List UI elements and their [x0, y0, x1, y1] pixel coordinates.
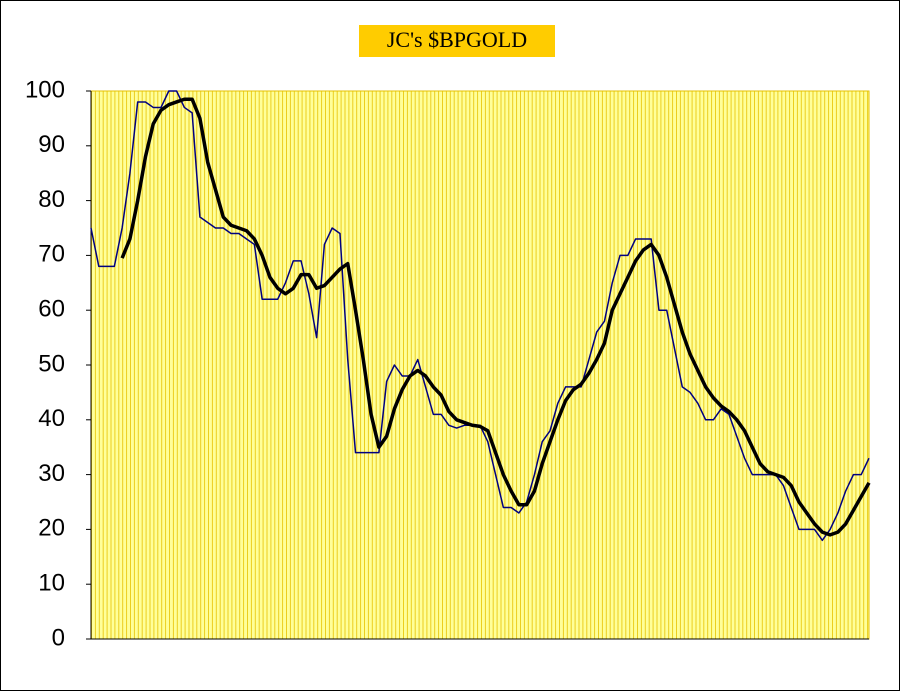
y-tick-label: 50	[38, 350, 65, 377]
y-tick-label: 70	[38, 241, 65, 268]
y-tick-label: 90	[38, 131, 65, 158]
y-tick-label: 100	[25, 76, 65, 103]
plot-area	[90, 90, 870, 640]
chart-title: JC's $BPGOLD	[387, 27, 527, 52]
y-tick-label: 20	[38, 515, 65, 542]
y-tick-label: 60	[38, 296, 65, 323]
y-tick-label: 0	[52, 624, 65, 651]
y-tick-label: 30	[38, 460, 65, 487]
y-tick-label: 10	[38, 570, 65, 597]
y-tick-label: 80	[38, 186, 65, 213]
y-tick-label: 40	[38, 405, 65, 432]
series-line	[120, 97, 871, 537]
title-box	[359, 25, 555, 57]
